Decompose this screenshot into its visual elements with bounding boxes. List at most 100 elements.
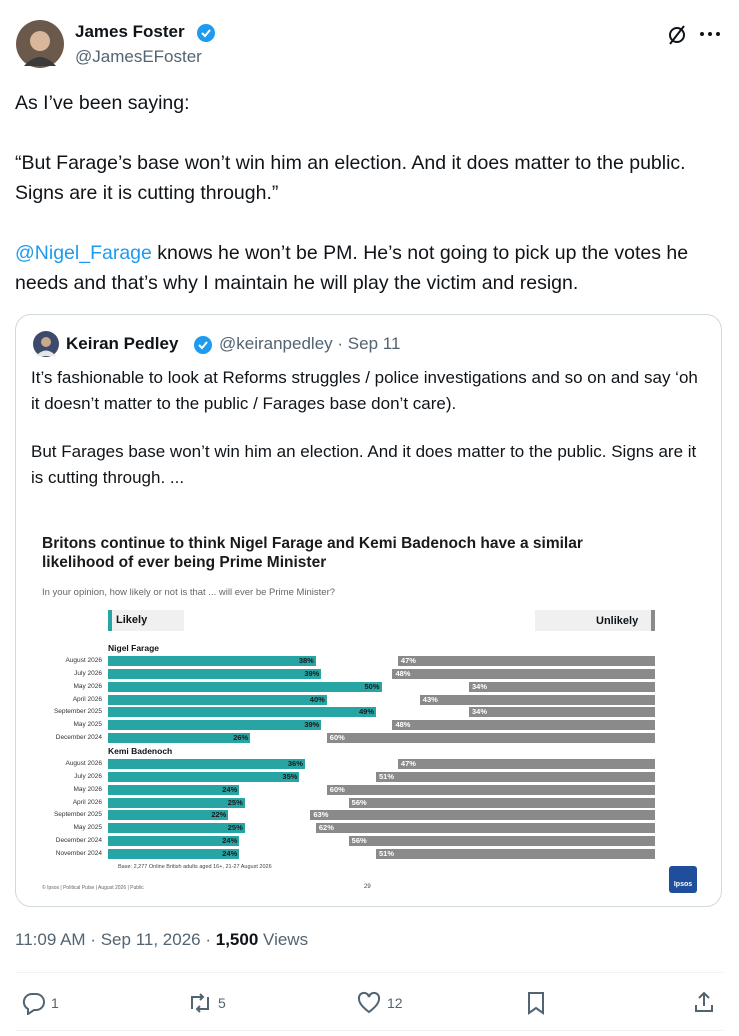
value-label: 56% — [351, 836, 367, 846]
category-label: November 2024 — [55, 849, 102, 857]
group-label: Nigel Farage — [108, 643, 160, 653]
chart-title: Britons continue to think Nigel Farage a… — [42, 535, 583, 571]
category-label: May 2026 — [73, 682, 102, 690]
legend-label: Likely — [116, 614, 148, 626]
post-text: “But Farage’s base won’t win him an elec… — [15, 152, 686, 204]
bookmark-icon[interactable] — [525, 991, 547, 1015]
post-text: @Nigel_Farage knows he won’t be PM. He’s… — [15, 238, 720, 298]
grok-icon[interactable] — [666, 24, 688, 46]
post-meta: 11:09 AM · Sep 11, 2026 · 1,500 Views — [15, 930, 308, 950]
bar — [348, 836, 655, 847]
share-icon[interactable] — [692, 990, 716, 1014]
legend-label: Unlikely — [596, 615, 639, 627]
mention[interactable]: @Nigel_Farage — [15, 242, 152, 264]
repost-icon[interactable] — [187, 991, 213, 1015]
divider — [15, 972, 723, 973]
chart-base: Base: 2,277 Online British adults aged 1… — [118, 864, 272, 870]
value-label: 48% — [395, 720, 411, 730]
bar — [469, 681, 655, 692]
bar — [376, 848, 655, 859]
value-label: 25% — [227, 797, 243, 807]
value-label: 24% — [222, 836, 238, 846]
author-name[interactable]: James Foster — [75, 22, 185, 41]
bar — [108, 784, 240, 795]
quote-meta: @keiranpedley · Sep 11 — [219, 334, 400, 354]
view-count: 1,500 — [215, 930, 259, 949]
category-label: July 2026 — [74, 772, 102, 780]
views-label: Views — [263, 930, 309, 949]
reply-icon[interactable] — [22, 991, 46, 1015]
quote-text: But Farages base won’t win him an electi… — [31, 442, 697, 487]
value-label: 50% — [364, 681, 380, 691]
post-time[interactable]: 11:09 AM — [15, 930, 86, 949]
value-label: 38% — [298, 656, 314, 665]
bar — [326, 784, 655, 795]
bar — [108, 733, 251, 744]
quote-date[interactable]: Sep 11 — [347, 334, 401, 353]
bar — [315, 823, 655, 834]
reply-count[interactable]: 1 — [51, 995, 59, 1011]
bar — [348, 797, 655, 808]
quote-card[interactable] — [15, 314, 722, 907]
category-label: August 2026 — [65, 759, 102, 767]
divider — [15, 1030, 723, 1031]
bar — [108, 758, 305, 769]
quote-avatar[interactable] — [33, 331, 59, 357]
like-count[interactable]: 12 — [387, 995, 403, 1011]
category-label: September 2025 — [53, 708, 102, 716]
value-label: 26% — [233, 733, 249, 743]
value-label: 34% — [472, 707, 488, 717]
bar — [108, 694, 327, 705]
bar — [397, 758, 655, 769]
bar — [469, 707, 655, 718]
quote-handle[interactable]: @keiranpedley — [219, 334, 333, 353]
category-label: July 2026 — [74, 669, 102, 677]
category-label: April 2026 — [72, 798, 102, 806]
bar — [108, 720, 322, 731]
value-label: 36% — [287, 758, 303, 768]
value-label: 48% — [395, 668, 411, 678]
category-label: December 2024 — [55, 734, 102, 742]
bar — [108, 823, 245, 834]
bar — [108, 707, 377, 718]
chart-page: 29 — [364, 884, 371, 890]
more-button[interactable] — [698, 24, 722, 44]
author-handle[interactable]: @JamesEFoster — [75, 47, 202, 66]
separator: · — [90, 930, 96, 949]
category-label: December 2024 — [55, 837, 102, 845]
post-text: As I’ve been saying: — [15, 92, 190, 114]
category-label: April 2026 — [72, 695, 102, 703]
value-label: 62% — [318, 823, 334, 833]
bar — [108, 797, 245, 808]
post-date[interactable]: Sep 11, 2026 — [100, 930, 201, 949]
bar — [108, 771, 300, 782]
value-label: 47% — [400, 656, 416, 665]
bar — [397, 656, 655, 666]
post-text-rest: knows he won’t be PM. He’s not going to … — [15, 242, 689, 294]
category-label: May 2025 — [73, 721, 102, 729]
bar — [108, 681, 382, 692]
avatar[interactable] — [16, 20, 64, 68]
separator: · — [205, 930, 212, 949]
legend-box — [108, 610, 184, 631]
like-icon[interactable] — [357, 991, 381, 1015]
bar — [376, 771, 655, 782]
value-label: 25% — [227, 823, 243, 833]
value-label: 49% — [359, 707, 375, 717]
value-label: 39% — [304, 720, 320, 730]
chart-logo: Ipsos — [669, 866, 697, 893]
value-label: 34% — [472, 681, 488, 691]
legend-box — [535, 610, 655, 631]
bar — [108, 836, 240, 847]
value-label: 51% — [379, 848, 395, 858]
category-label: May 2026 — [73, 785, 102, 793]
bar — [392, 720, 655, 731]
bar — [108, 810, 229, 821]
value-label: 56% — [351, 797, 367, 807]
repost-count[interactable]: 5 — [218, 995, 226, 1011]
value-label: 60% — [329, 784, 345, 794]
quote-author-name[interactable]: Keiran Pedley — [66, 334, 179, 353]
